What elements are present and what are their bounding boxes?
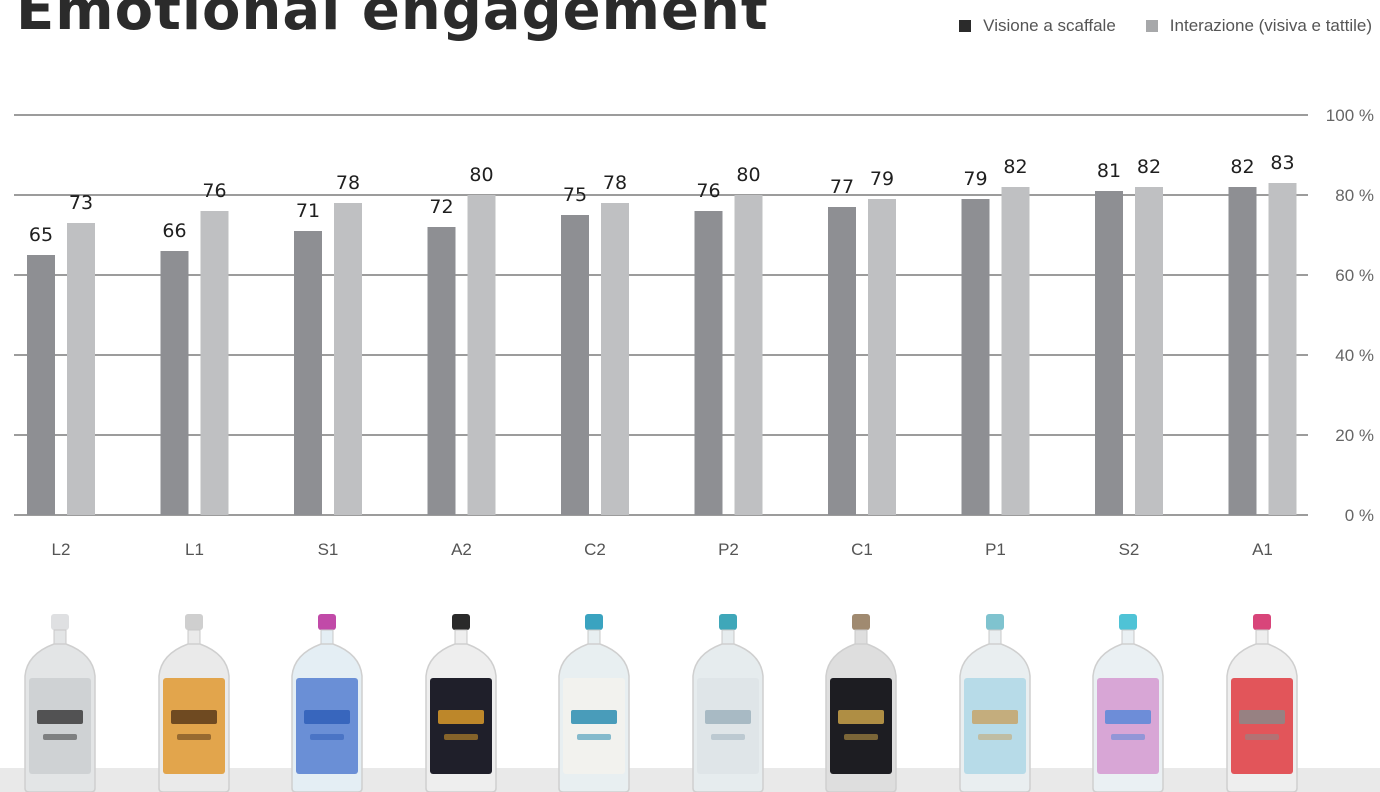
x-tick-label: C2 — [584, 540, 606, 559]
y-tick-label: 80 % — [1335, 186, 1374, 205]
bottle-s1 — [284, 600, 370, 792]
bar-value-label: 72 — [429, 196, 453, 218]
bar — [67, 223, 95, 515]
bar — [467, 195, 496, 515]
bar — [200, 211, 229, 515]
bottle-c2 — [551, 600, 637, 792]
bar-value-label: 80 — [736, 164, 760, 186]
bar-chart: 100 % 80 % 60 % 40 % 20 % 0 % 65 73 L2 66 76 L1 71 78… — [14, 106, 1374, 559]
bar-value-label: 82 — [1003, 156, 1027, 178]
bar — [294, 231, 322, 515]
bar — [961, 199, 990, 515]
bottle-p2 — [685, 600, 771, 792]
y-tick-label: 100 % — [1326, 106, 1374, 125]
bar — [561, 215, 589, 515]
bar-value-label: 77 — [830, 176, 854, 198]
legend-label-visione: Visione a scaffale — [983, 16, 1116, 35]
bottle-s2 — [1085, 600, 1171, 792]
bar — [694, 211, 723, 515]
bar-value-label: 65 — [29, 224, 53, 246]
bar-value-label: 79 — [870, 168, 894, 190]
x-tick-label: C1 — [851, 540, 873, 559]
x-tick-label: A2 — [451, 540, 472, 559]
x-tick-label: S1 — [318, 540, 339, 559]
bar-value-label: 78 — [603, 172, 627, 194]
y-tick-label: 0 % — [1345, 506, 1374, 525]
bottle-p1 — [952, 600, 1038, 792]
y-tick-label: 60 % — [1335, 266, 1374, 285]
y-tick-label: 20 % — [1335, 426, 1374, 445]
bottle-l2 — [17, 600, 103, 792]
x-tick-label: L2 — [52, 540, 71, 559]
bar — [1268, 183, 1297, 515]
chart-title: Emotional engagement — [16, 0, 769, 43]
bar-value-label: 75 — [563, 184, 587, 206]
bar — [828, 207, 856, 515]
bar — [160, 251, 189, 515]
bar — [27, 255, 55, 515]
x-tick-label: P2 — [718, 540, 739, 559]
bar-value-label: 79 — [963, 168, 987, 190]
bar-value-label: 71 — [296, 200, 320, 222]
bottle-a2 — [418, 600, 504, 792]
bar — [734, 195, 763, 515]
bar — [868, 199, 896, 515]
legend-item-visione: Visione a scaffale — [959, 16, 1116, 36]
bar — [1228, 187, 1257, 515]
bar-value-label: 76 — [696, 180, 720, 202]
x-tick-label: A1 — [1252, 540, 1273, 559]
legend-swatch-visione — [959, 20, 972, 32]
bar-value-label: 83 — [1270, 152, 1294, 174]
x-tick-label: S2 — [1119, 540, 1140, 559]
legend-label-interazione: Interazione (visiva e tattile) — [1169, 16, 1372, 35]
bar-value-label: 82 — [1230, 156, 1254, 178]
legend-item-interazione: Interazione (visiva e tattile) — [1145, 16, 1372, 36]
bar-value-label: 80 — [469, 164, 493, 186]
bar — [334, 203, 362, 515]
bar — [427, 227, 456, 515]
bottle-l1 — [151, 600, 237, 792]
bar-value-label: 78 — [336, 172, 360, 194]
bottle-row — [0, 600, 1380, 792]
bar-value-label: 76 — [202, 180, 226, 202]
bar — [1095, 191, 1123, 515]
x-tick-label: P1 — [985, 540, 1006, 559]
legend-swatch-interazione — [1145, 20, 1158, 32]
x-tick-label: L1 — [185, 540, 204, 559]
bar-value-label: 81 — [1097, 160, 1121, 182]
legend: Visione a scaffale Interazione (visiva e… — [959, 16, 1372, 36]
bar — [601, 203, 629, 515]
y-tick-label: 40 % — [1335, 346, 1374, 365]
bottle-a1 — [1219, 600, 1305, 792]
bar — [1001, 187, 1030, 515]
bar-value-label: 73 — [69, 192, 93, 214]
bottle-c1 — [818, 600, 904, 792]
bar — [1135, 187, 1163, 515]
bar-value-label: 66 — [162, 220, 186, 242]
bar-value-label: 82 — [1137, 156, 1161, 178]
